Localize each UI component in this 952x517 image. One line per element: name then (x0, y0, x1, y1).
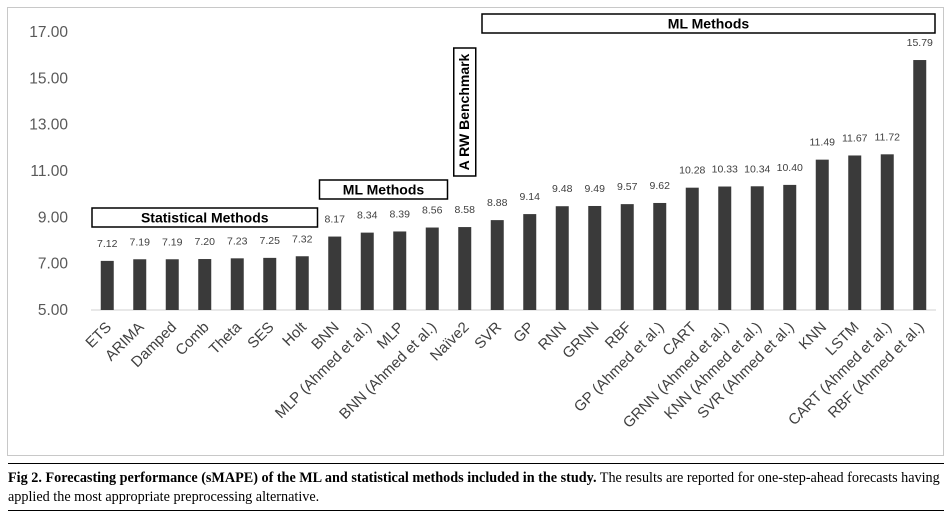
data-label: 15.79 (907, 37, 933, 49)
bar (165, 259, 179, 310)
bar (588, 205, 602, 310)
data-label: 7.32 (292, 233, 313, 245)
y-tick-label: 9.00 (38, 209, 69, 226)
data-label: 7.20 (195, 236, 216, 248)
data-label: 7.23 (227, 235, 248, 247)
bar (620, 204, 634, 310)
category-label: Holt (279, 318, 310, 349)
data-label: 10.28 (679, 165, 705, 177)
data-label: 10.34 (744, 163, 770, 175)
bar (880, 154, 894, 310)
bar (230, 258, 244, 310)
caption-rule (8, 463, 944, 464)
y-tick-label: 11.00 (30, 163, 68, 180)
category-label: SVR (471, 319, 505, 353)
bar (783, 184, 797, 310)
bar (133, 259, 147, 310)
caption-text: The results are reported for one-step-ah… (8, 470, 940, 505)
category-label: Theta (206, 318, 246, 358)
bottom-rule (8, 510, 944, 511)
group-label: ML Methods (343, 182, 425, 198)
group-box (318, 179, 449, 200)
data-label: 9.14 (520, 191, 541, 203)
chart-frame: 5.00 7.00 9.00 11.00 13.00 15.00 17.00 7.12 ETS 7… (7, 7, 944, 456)
category-label: SES (244, 319, 277, 352)
data-label: 8.88 (487, 197, 508, 209)
group-box (91, 207, 319, 228)
bar (393, 231, 407, 310)
bar (718, 186, 732, 310)
data-label: 11.72 (875, 131, 901, 143)
data-label: 9.62 (650, 180, 671, 192)
y-tick-label: 13.00 (29, 117, 68, 134)
data-label: 8.34 (357, 210, 378, 222)
data-label: 7.19 (130, 236, 151, 248)
data-label: 8.56 (422, 205, 443, 217)
bar (490, 220, 504, 310)
group-box (453, 47, 477, 177)
group-box (481, 13, 936, 34)
y-tick-label: 17.00 (29, 24, 68, 41)
data-label: 11.49 (810, 137, 836, 149)
group-label: ML Methods (668, 16, 750, 32)
y-tick-label: 7.00 (38, 256, 69, 273)
category-label: GP (510, 319, 537, 346)
bar (198, 259, 212, 310)
data-label: 9.49 (585, 183, 606, 195)
figure-caption: Fig 2. Forecasting performance (sMAPE) o… (8, 469, 944, 507)
bar-chart: 5.007.009.0011.0013.0015.0017.007.12ETS7… (29, 13, 936, 432)
data-label: 9.57 (617, 181, 638, 193)
category-label: GRNN (559, 319, 602, 362)
bar (750, 186, 764, 310)
y-tick-label: 5.00 (38, 302, 69, 319)
bar (263, 257, 277, 310)
data-label: 8.39 (390, 208, 411, 220)
bar (523, 214, 537, 310)
data-label: 7.25 (260, 235, 281, 247)
bar (295, 256, 309, 310)
data-label: 10.40 (777, 162, 803, 174)
bar (815, 159, 829, 310)
bar (653, 202, 667, 310)
bar (685, 187, 699, 310)
data-label: 7.19 (162, 236, 183, 248)
bar (425, 227, 439, 310)
data-label: 9.48 (552, 183, 573, 195)
caption-fig-number: Fig 2. (8, 470, 42, 486)
category-label: Comb (172, 319, 212, 359)
bar (555, 206, 569, 310)
data-label: 11.67 (842, 132, 868, 144)
bar (328, 236, 342, 310)
caption-title: Forecasting performance (sMAPE) of the M… (45, 470, 597, 486)
data-label: 10.33 (712, 164, 738, 176)
y-tick-label: 15.00 (29, 70, 68, 87)
data-label: 7.12 (97, 238, 118, 250)
bar (458, 227, 472, 310)
bar (913, 60, 927, 311)
bar (360, 232, 374, 310)
data-label: 8.17 (325, 214, 346, 226)
bar (100, 260, 114, 310)
bar (848, 155, 862, 310)
group-label: A RW Benchmark (456, 53, 472, 170)
group-label: Statistical Methods (141, 210, 269, 226)
data-label: 8.58 (455, 204, 476, 216)
